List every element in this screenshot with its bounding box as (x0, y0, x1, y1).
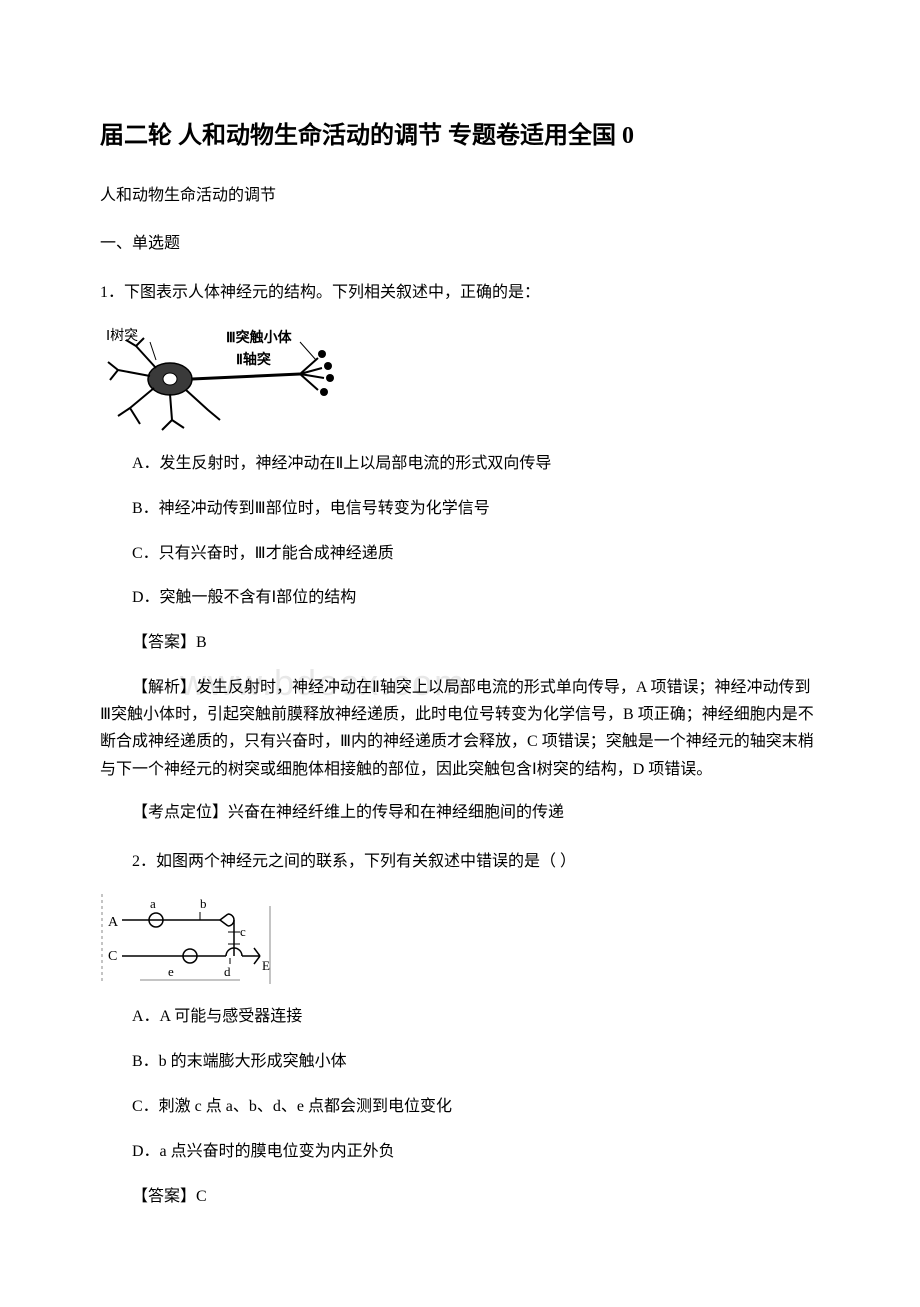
label-dendrite: Ⅰ树突 (106, 328, 138, 344)
label-synaptic: Ⅲ突触小体 (226, 329, 293, 346)
label-E: E (262, 958, 270, 973)
document-page: 届二轮 人和动物生命活动的调节 专题卷适用全国 0 人和动物生命活动的调节 一、… (0, 0, 920, 1307)
label-e: e (168, 964, 174, 979)
q1-explanation: 【解析】发生反射时，神经冲动在Ⅱ轴突上以局部电流的形式单向传导，A 项错误；神经… (100, 674, 820, 783)
q1-text: 1．下图表示人体神经元的结构。下列相关叙述中，正确的是： (100, 279, 820, 308)
label-C: C (108, 949, 117, 964)
q2-option-a: A．A 可能与感受器连接 (100, 1003, 820, 1032)
q2-option-d: D．a 点兴奋时的膜电位变为内正外负 (100, 1138, 820, 1167)
synapse-diagram-icon: A a b c C e d (100, 892, 280, 987)
q2-figure: A a b c C e d (100, 892, 820, 987)
q1-option-b: B．神经冲动传到Ⅲ部位时，电信号转变为化学信号 (100, 495, 820, 524)
q1-option-a: A．发生反射时，神经冲动在Ⅱ上以局部电流的形式双向传导 (100, 450, 820, 479)
q2-option-b: B．b 的末端膨大形成突触小体 (100, 1048, 820, 1077)
label-b: b (200, 896, 207, 911)
label-axon: Ⅱ轴突 (236, 351, 271, 368)
section-header: 一、单选题 (100, 230, 820, 259)
q2-answer: 【答案】C (100, 1183, 820, 1212)
neuron-diagram-icon: Ⅰ树突 Ⅲ突触小体 Ⅱ轴突 (100, 324, 360, 434)
q1-option-d: D．突触一般不含有Ⅰ部位的结构 (100, 584, 820, 613)
label-a: a (150, 896, 156, 911)
q1-option-c: C．只有兴奋时，Ⅲ才能合成神经递质 (100, 540, 820, 569)
label-c: c (240, 924, 246, 939)
label-A: A (108, 915, 119, 930)
q2-option-c: C．刺激 c 点 a、b、d、e 点都会测到电位变化 (100, 1093, 820, 1122)
page-title: 届二轮 人和动物生命活动的调节 专题卷适用全国 0 (100, 120, 820, 154)
q1-topic: 【考点定位】兴奋在神经纤维上的传导和在神经细胞间的传递 (100, 799, 820, 828)
q1-answer: 【答案】B (100, 629, 820, 658)
label-d: d (224, 964, 231, 979)
subtitle: 人和动物生命活动的调节 (100, 182, 820, 211)
q2-text: 2．如图两个神经元之间的联系，下列有关叙述中错误的是（ ） (100, 848, 820, 877)
q1-figure: Ⅰ树突 Ⅲ突触小体 Ⅱ轴突 (100, 324, 820, 434)
